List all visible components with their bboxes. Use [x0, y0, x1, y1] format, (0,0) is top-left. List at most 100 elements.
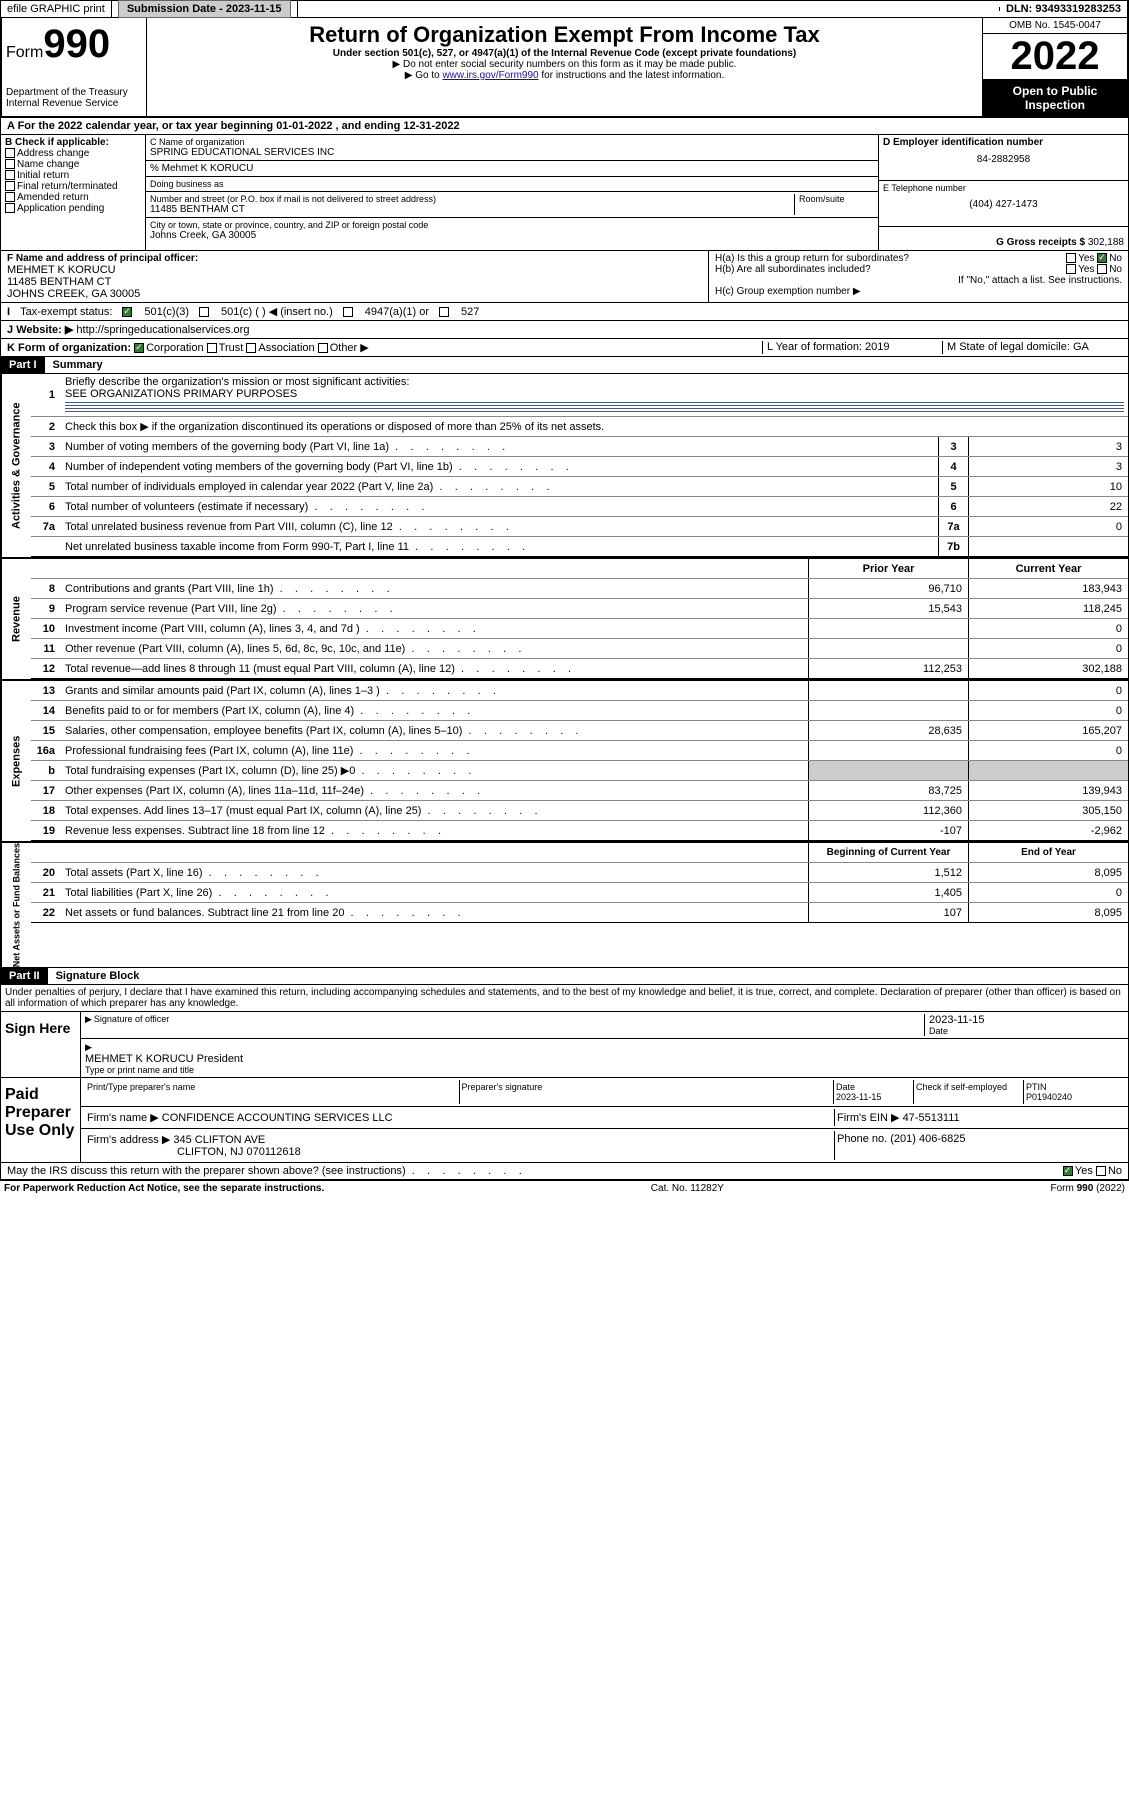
cb-4947[interactable] — [343, 307, 353, 317]
line-value: 0 — [968, 517, 1128, 536]
cb-hb-yes[interactable] — [1066, 264, 1076, 274]
line-value: 22 — [968, 497, 1128, 516]
prep-date-hdr: Date — [836, 1082, 855, 1092]
cb-amended[interactable] — [5, 192, 15, 202]
vlabel-netassets: Net Assets or Fund Balances — [1, 843, 31, 967]
prior-value: 1,405 — [808, 883, 968, 902]
cb-discuss-yes[interactable] — [1063, 1166, 1073, 1176]
cb-hb-no[interactable] — [1097, 264, 1107, 274]
cb-other[interactable] — [318, 343, 328, 353]
cb-ha-yes[interactable] — [1066, 253, 1076, 263]
part2-title: Signature Block — [48, 968, 148, 984]
ptin-val: P01940240 — [1026, 1092, 1072, 1102]
line-text: Total number of individuals employed in … — [61, 479, 938, 495]
ha-no: No — [1109, 253, 1122, 264]
cb-assoc[interactable] — [246, 343, 256, 353]
footer-mid: Cat. No. 11282Y — [651, 1183, 724, 1194]
prior-value: 107 — [808, 903, 968, 922]
opt-501c: 501(c) ( ) ◀ (insert no.) — [221, 305, 333, 318]
prior-value: -107 — [808, 821, 968, 840]
ha-yes: Yes — [1078, 253, 1094, 264]
ha-label: H(a) Is this a group return for subordin… — [715, 253, 909, 264]
cb-527[interactable] — [439, 307, 449, 317]
cb-ha-no[interactable] — [1097, 253, 1107, 263]
cb-initial-return[interactable] — [5, 170, 15, 180]
row-a-period: A For the 2022 calendar year, or tax yea… — [0, 118, 1129, 135]
form-word: Form — [6, 44, 43, 61]
cb-corp[interactable] — [134, 343, 144, 353]
cb-address-change[interactable] — [5, 148, 15, 158]
line-text: Investment income (Part VIII, column (A)… — [61, 621, 808, 637]
line-text: Net unrelated business taxable income fr… — [61, 539, 938, 555]
line-box: 7b — [938, 537, 968, 556]
row-k-label: K Form of organization: — [7, 342, 131, 354]
cb-discuss-no[interactable] — [1096, 1166, 1106, 1176]
current-value: 0 — [968, 619, 1128, 638]
box-d-label: D Employer identification number — [883, 137, 1124, 148]
cb-501c3[interactable] — [122, 307, 132, 317]
cb-trust[interactable] — [207, 343, 217, 353]
line1-text: Briefly describe the organization's miss… — [65, 376, 409, 388]
prior-value: 15,543 — [808, 599, 968, 618]
line-value: 10 — [968, 477, 1128, 496]
hb-note: If "No," attach a list. See instructions… — [715, 275, 1122, 286]
line-text: Number of independent voting members of … — [61, 459, 938, 475]
sig-date: 2023-11-15 — [929, 1014, 1124, 1026]
paid-preparer-label: Paid Preparer Use Only — [1, 1078, 81, 1162]
submission-date-btn[interactable]: Submission Date - 2023-11-15 — [118, 0, 291, 18]
line-text: Total revenue—add lines 8 through 11 (mu… — [61, 661, 808, 677]
line-text: Total number of volunteers (estimate if … — [61, 499, 938, 515]
hdr-beginning: Beginning of Current Year — [808, 843, 968, 862]
sig-officer-label: Signature of officer — [85, 1014, 924, 1025]
prior-value: 1,512 — [808, 863, 968, 882]
part1-title: Summary — [45, 357, 111, 373]
hdr-end: End of Year — [968, 843, 1128, 862]
ein-value: 84-2882958 — [883, 148, 1124, 165]
cell-shaded — [968, 761, 1128, 780]
line-box: 3 — [938, 437, 968, 456]
line-text: Salaries, other compensation, employee b… — [61, 723, 808, 739]
prior-value — [808, 639, 968, 658]
prior-value — [808, 619, 968, 638]
cb-final-return[interactable] — [5, 181, 15, 191]
cb-app-pending[interactable] — [5, 203, 15, 213]
firm-ein-label: Firm's EIN ▶ — [837, 1112, 900, 1124]
part1-header: Part I Summary — [0, 357, 1129, 374]
opt-4947: 4947(a)(1) or — [365, 306, 429, 318]
prep-sig-hdr: Preparer's signature — [460, 1080, 835, 1104]
discuss-text: May the IRS discuss this return with the… — [7, 1165, 1063, 1177]
vlabel-expenses: Expenses — [1, 681, 31, 841]
irs-label: Internal Revenue Service — [6, 98, 142, 109]
entity-block: B Check if applicable: Address change Na… — [0, 135, 1129, 251]
line-text: Grants and similar amounts paid (Part IX… — [61, 683, 808, 699]
section-revenue: Revenue Prior YearCurrent Year 8Contribu… — [0, 557, 1129, 679]
current-value: 0 — [968, 639, 1128, 658]
line-value — [968, 537, 1128, 556]
phone-val: (201) 406-6825 — [890, 1133, 965, 1145]
cb-name-change[interactable] — [5, 159, 15, 169]
cell-shaded — [808, 761, 968, 780]
city-label: City or town, state or province, country… — [150, 220, 874, 230]
open-public-badge: Open to Public Inspection — [983, 80, 1127, 116]
section-governance: Activities & Governance 1Briefly describ… — [0, 374, 1129, 557]
firm-addr-label: Firm's address ▶ — [87, 1134, 170, 1146]
line-text: Professional fundraising fees (Part IX, … — [61, 743, 808, 759]
topbar: efile GRAPHIC print Submission Date - 20… — [0, 0, 1129, 18]
hb-no: No — [1109, 264, 1122, 275]
subtitle-1: Under section 501(c), 527, or 4947(a)(1)… — [151, 48, 978, 59]
firm-ein: 47-5513111 — [903, 1112, 960, 1124]
opt-address-change: Address change — [17, 148, 89, 159]
phone-label: Phone no. — [837, 1133, 887, 1145]
penalty-text: Under penalties of perjury, I declare th… — [0, 985, 1129, 1012]
footer-left: For Paperwork Reduction Act Notice, see … — [4, 1183, 324, 1194]
form990-link[interactable]: www.irs.gov/Form990 — [442, 70, 538, 81]
cb-501c[interactable] — [199, 307, 209, 317]
prior-value: 83,725 — [808, 781, 968, 800]
line-box: 6 — [938, 497, 968, 516]
firm-name-label: Firm's name ▶ — [87, 1112, 159, 1124]
line-box: 7a — [938, 517, 968, 536]
line-text: Total liabilities (Part X, line 26) — [61, 885, 808, 901]
form-number: 990 — [43, 22, 110, 66]
opt-name-change: Name change — [17, 159, 79, 170]
prep-check-hdr: Check if self-employed — [914, 1080, 1024, 1104]
